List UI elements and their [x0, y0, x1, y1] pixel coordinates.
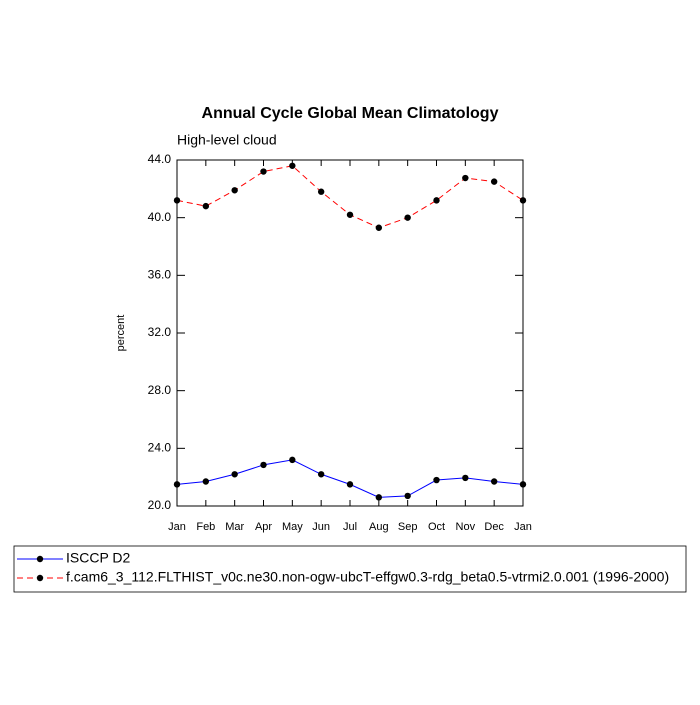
data-point [346, 481, 354, 488]
data-point [433, 197, 440, 204]
x-tick-label: Jan [168, 521, 186, 533]
legend-marker [36, 555, 44, 563]
y-tick-label: 20.0 [148, 498, 172, 512]
data-point [317, 188, 325, 195]
data-point [289, 162, 296, 169]
data-point [519, 481, 527, 488]
data-point [317, 471, 325, 478]
data-point [231, 187, 238, 194]
series-line [176, 459, 524, 498]
data-point [462, 474, 469, 482]
data-point [173, 197, 181, 204]
x-tick-label: Oct [428, 521, 445, 533]
legend-box [13, 545, 687, 593]
data-point [404, 214, 411, 221]
x-tick-label: Aug [369, 521, 389, 533]
legend-label: f.cam6_3_112.FLTHIST_v0c.ne30.non-ogw-ub… [66, 569, 669, 585]
data-point [490, 178, 498, 185]
y-axis-label: percent [115, 315, 127, 352]
y-tick-label: 36.0 [148, 268, 172, 282]
x-tick-label: Jun [312, 521, 330, 533]
series-line [176, 165, 524, 229]
x-tick-label: Nov [456, 521, 476, 533]
data-point [289, 456, 296, 464]
x-tick-label: Apr [255, 521, 272, 533]
y-tick-label: 44.0 [148, 152, 172, 166]
x-tick-label: Jan [514, 521, 532, 533]
data-point [375, 224, 383, 231]
x-tick-label: Dec [484, 521, 504, 533]
y-tick-label: 40.0 [148, 210, 172, 224]
chart-subtitle: High-level cloud [177, 132, 277, 148]
legend-marker [36, 574, 44, 582]
x-tick-label: Jul [343, 521, 357, 533]
data-point [404, 492, 411, 500]
data-point [231, 471, 238, 478]
data-point [260, 168, 267, 175]
legend-label: ISCCP D2 [66, 550, 131, 566]
data-point [375, 494, 383, 501]
chart-title: Annual Cycle Global Mean Climatology [202, 105, 499, 122]
y-tick-label: 32.0 [148, 325, 172, 339]
x-tick-label: May [282, 521, 303, 533]
y-tick-label: 28.0 [148, 383, 172, 397]
x-tick-label: Sep [398, 521, 418, 533]
x-tick-label: Feb [196, 521, 215, 533]
data-point [260, 461, 267, 469]
x-tick-label: Mar [225, 521, 244, 533]
data-point [462, 174, 469, 182]
data-point [433, 476, 440, 484]
data-point [490, 478, 498, 485]
data-point [202, 478, 210, 485]
y-tick-label: 24.0 [148, 441, 172, 455]
data-point [519, 197, 527, 204]
data-point [173, 481, 181, 488]
data-point [202, 202, 210, 210]
data-point [346, 211, 354, 218]
